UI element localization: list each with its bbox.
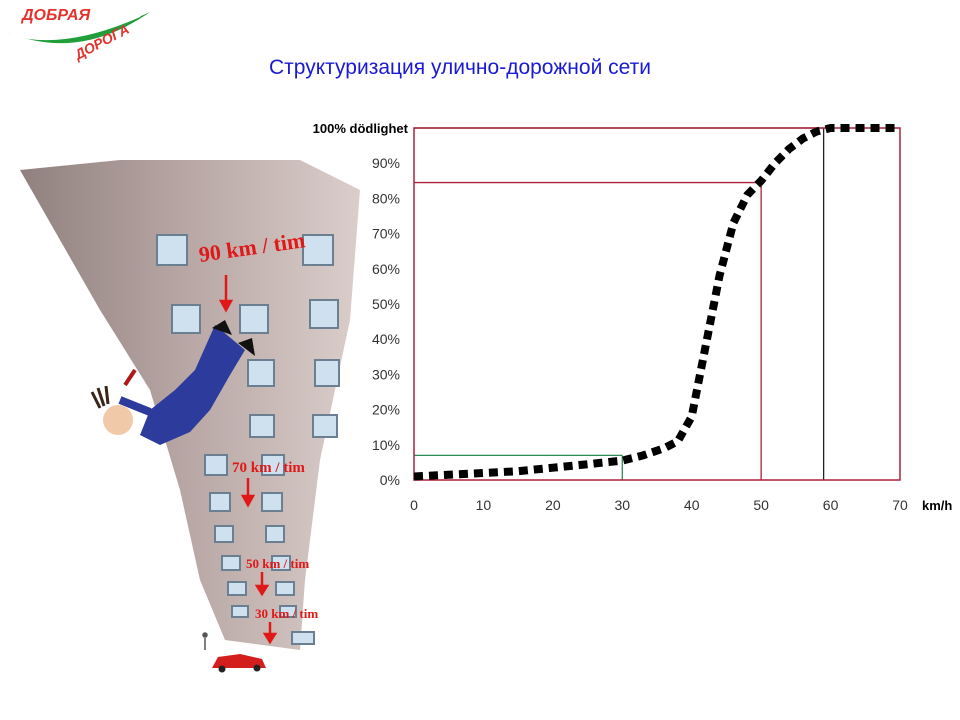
x-tick-label: 40 <box>684 497 700 513</box>
x-tick-label: 20 <box>545 497 561 513</box>
fatality-speed-chart: 0% 10% 20% 30% 40% 50% 60% 70% 80% 90% 0 10 20 30 40 5… <box>313 121 953 513</box>
x-tick-label: 0 <box>410 497 418 513</box>
x-tick-label: 70 <box>892 497 908 513</box>
slide-title: Структуризация улично-дорожной сети <box>269 56 651 79</box>
speed-label-50: 50 km / tim <box>246 556 309 571</box>
building-windows <box>156 234 340 645</box>
x-axis-title: km/h <box>922 498 952 513</box>
x-tick-label: 50 <box>753 497 769 513</box>
fatality-curve-series-0 <box>413 124 900 481</box>
x-tick-label: 60 <box>823 497 839 513</box>
y-tick-label: 80% <box>372 190 400 206</box>
y-tick-label: 90% <box>372 155 400 171</box>
pedestrian-icon <box>202 632 208 650</box>
red-car-icon <box>212 654 266 673</box>
y-tick-label: 40% <box>372 331 400 347</box>
falling-man-figure <box>90 320 255 445</box>
speed-label-70: 70 km / tim <box>232 460 305 476</box>
y-tick-label: 0% <box>380 472 400 488</box>
falling-man-illustration: 90 km / tim 70 km / tim 50 km / tim 30 k… <box>20 160 360 673</box>
reference-line-0 <box>414 454 623 480</box>
logo-text-line1: ДОБРАЯ <box>20 7 91 24</box>
fall-arrows <box>218 275 278 645</box>
speed-label-30: 30 km / tim <box>255 606 318 621</box>
y-tick-label: 30% <box>372 366 400 382</box>
logo-swoosh-stripe-icon <box>9 15 141 41</box>
x-tick-label: 30 <box>614 497 630 513</box>
y-tick-label: 50% <box>372 296 400 312</box>
dobraya-doroga-logo: ДОБРАЯ ДОРОГА <box>2 7 150 63</box>
y-tick-label: 70% <box>372 226 400 242</box>
x-tick-label: 10 <box>476 497 492 513</box>
y-axis-title: 100% dödlighet <box>313 121 409 136</box>
y-tick-label: 60% <box>372 261 400 277</box>
y-tick-label: 10% <box>372 437 400 453</box>
reference-line-1 <box>414 181 762 480</box>
chart-frame <box>413 127 901 481</box>
y-tick-label: 20% <box>372 402 400 418</box>
logo-swoosh-icon <box>2 12 150 44</box>
